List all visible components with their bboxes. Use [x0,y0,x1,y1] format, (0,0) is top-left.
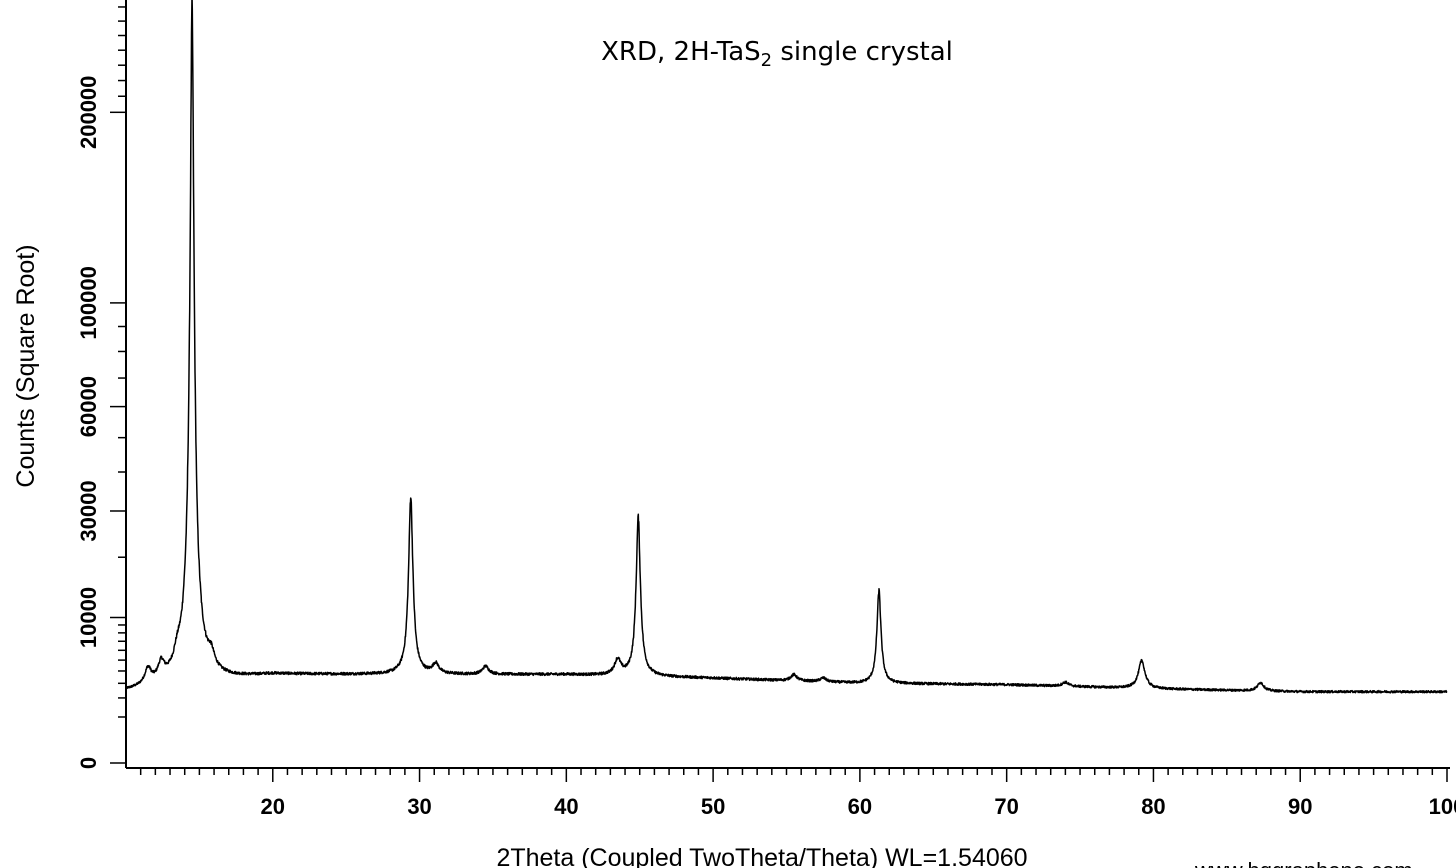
watermark-text: www.hqgraphene.com [1194,858,1413,868]
x-tick-label: 100 [1429,794,1456,819]
x-tick-label: 80 [1141,794,1165,819]
x-tick-label: 50 [701,794,725,819]
y-tick-label: 0 [76,757,101,769]
chart-title-rest: single crystal [772,37,953,67]
chart-title-main: XRD, 2H-TaS [601,37,761,67]
chart-title-subscript: 2 [761,50,772,71]
x-axis-title: 2Theta (Coupled TwoTheta/Theta) WL=1.540… [496,844,1027,868]
x-tick-label: 70 [994,794,1018,819]
y-axis-ticks: 0 10000 30000 60000 100000 200000 [76,6,126,769]
x-axis-ticks: 20 30 40 50 60 70 80 90 100 [139,768,1456,819]
y-tick-label: 10000 [76,587,101,648]
x-tick-label: 90 [1288,794,1312,819]
y-axis-title: Counts (Square Root) [12,244,40,487]
chart-title: XRD, 2H-TaS2 single crystal [601,37,953,71]
x-tick-label: 40 [554,794,578,819]
y-tick-label: 60000 [76,376,101,437]
xrd-pattern-line [125,0,1448,694]
y-tick-label: 30000 [76,480,101,541]
y-tick-label: 100000 [76,266,101,339]
x-tick-label: 20 [261,794,285,819]
y-tick-label: 200000 [76,76,101,149]
x-tick-label: 30 [407,794,431,819]
x-tick-label: 60 [848,794,872,819]
